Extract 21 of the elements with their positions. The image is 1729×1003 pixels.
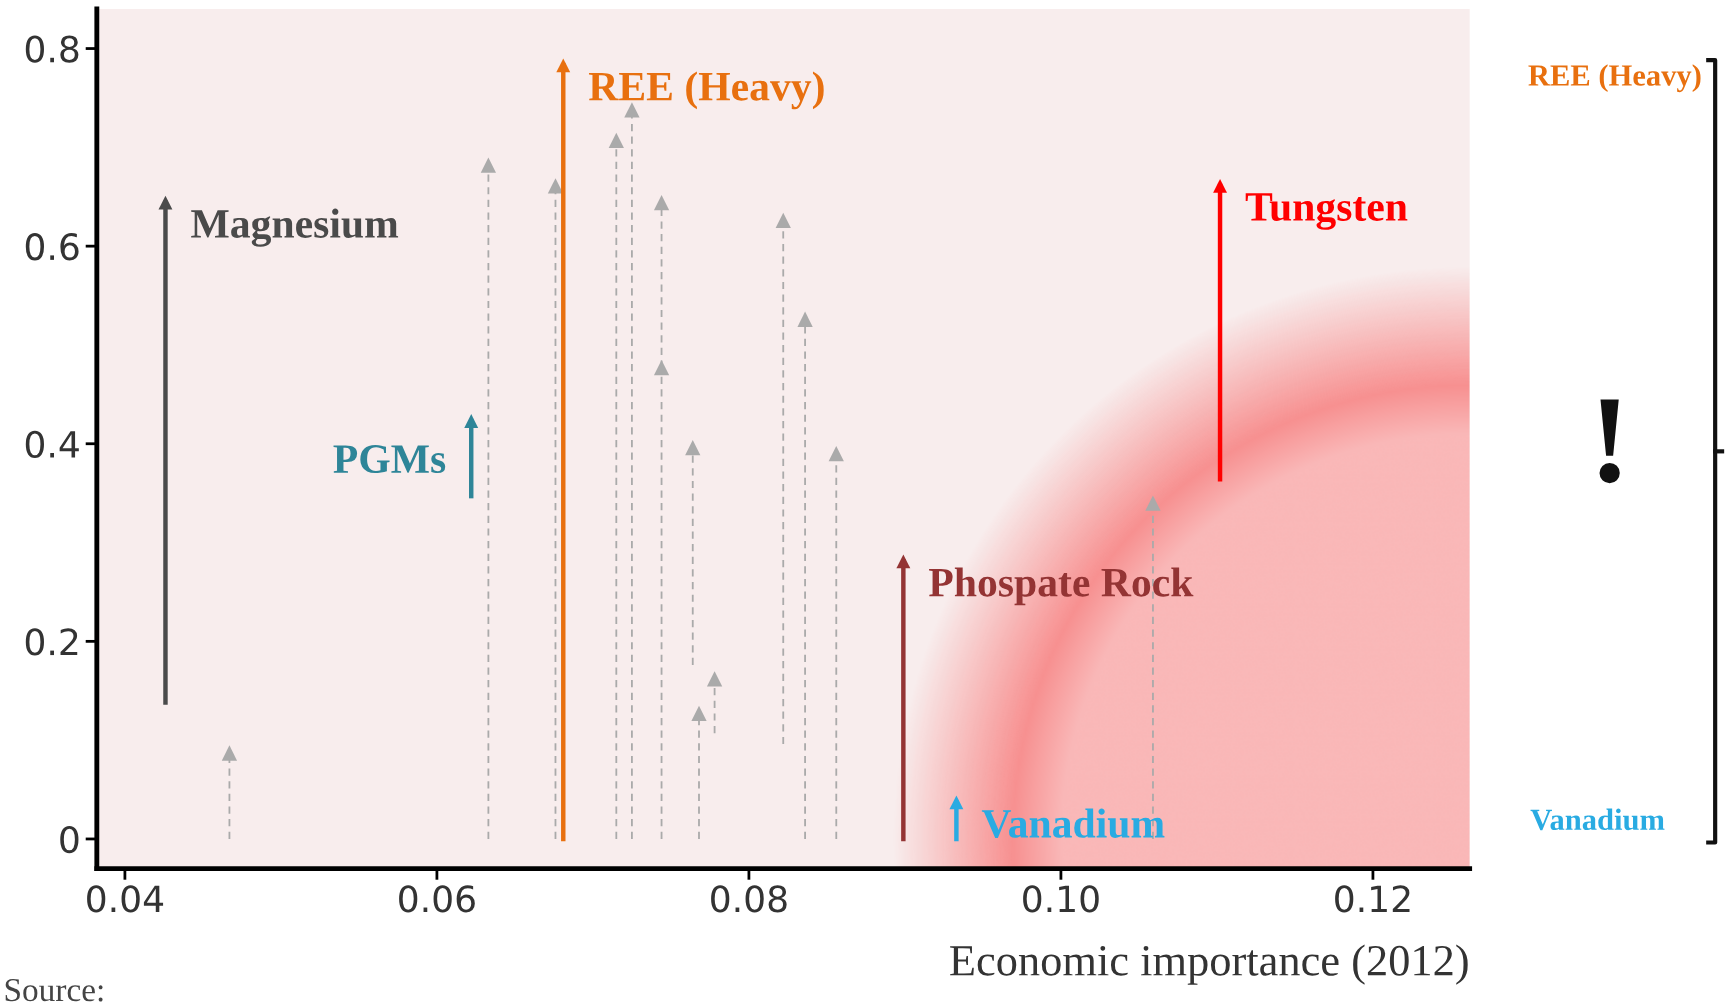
y-tick-label: 0: [60, 825, 79, 854]
series-label: PGMs: [333, 445, 446, 474]
x-tick-label: 0.04: [87, 885, 164, 913]
text: Vanadium: [1530, 808, 1665, 831]
series-label: Vanadium: [981, 808, 1165, 839]
x-axis-title: Economic importance (2012): [950, 944, 1468, 985]
x-tick-label: 0.06: [399, 885, 475, 913]
y-tick-label: 0.4: [25, 430, 79, 458]
text: REE (Heavy): [1528, 64, 1701, 93]
source-note: Source:: [5, 978, 103, 1002]
series-label: Phospate Rock: [929, 567, 1194, 606]
y-tick-label: 0.6: [25, 233, 79, 261]
y-tick-label: 0.2: [25, 628, 78, 656]
y-tick-label: 0.8: [25, 35, 79, 63]
x-tick-label: 0.08: [711, 885, 787, 913]
x-tick-label: 0.12: [1335, 885, 1410, 913]
series-label: Magnesium: [191, 208, 399, 247]
text: !: [1599, 399, 1620, 484]
series-label: REE (Heavy): [588, 71, 824, 110]
series-label: Tungsten: [1245, 193, 1408, 230]
x-tick-label: 0.10: [1023, 885, 1099, 913]
